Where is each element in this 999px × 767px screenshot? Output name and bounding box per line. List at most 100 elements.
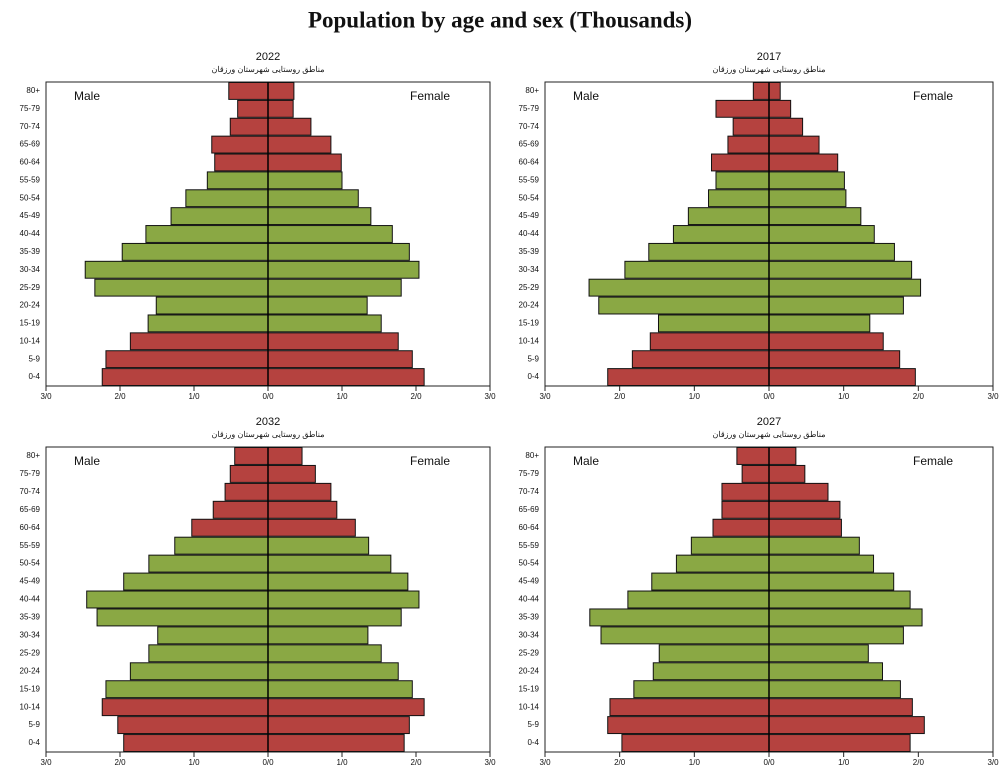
bar (624, 260, 770, 279)
x-tick-label: 0/0 (763, 392, 775, 401)
page-title: Population by age and sex (Thousands) (308, 7, 692, 32)
bar (117, 716, 269, 735)
bar (234, 447, 269, 465)
bar (267, 536, 370, 555)
y-tick-label: 0-4 (527, 738, 539, 747)
x-tick-label: 1/0 (188, 392, 200, 401)
bar (715, 171, 770, 190)
bar (157, 626, 269, 645)
y-tick-label: 55-59 (519, 541, 540, 550)
bar (768, 350, 901, 369)
y-tick-label: 45-49 (519, 211, 540, 220)
bar (768, 536, 860, 555)
y-tick-label: 0-4 (527, 372, 539, 381)
x-tick-label: 3/0 (484, 392, 496, 401)
bar (267, 626, 369, 645)
y-tick-label: 30-34 (20, 630, 41, 639)
bar (267, 554, 392, 573)
bar (267, 242, 410, 261)
y-tick-label: 35-39 (20, 613, 41, 622)
bar (211, 135, 269, 154)
y-tick-label: 70-74 (519, 487, 540, 496)
bar (768, 99, 792, 118)
bar (145, 225, 269, 243)
y-tick-label: 80+ (525, 451, 539, 460)
bar (174, 536, 269, 555)
bar (657, 314, 770, 333)
y-tick-label: 50-54 (20, 193, 41, 202)
y-tick-label: 75-79 (20, 104, 41, 113)
bar (741, 464, 770, 483)
bar (715, 99, 770, 118)
x-tick-label: 3/0 (539, 392, 551, 401)
y-tick-label: 35-39 (20, 247, 41, 256)
bar (84, 260, 269, 279)
y-tick-label: 35-39 (519, 247, 540, 256)
bar (267, 464, 316, 483)
panel-subtitle: مناطق روستایی شهرستان ورزقان (713, 430, 826, 439)
bar (123, 734, 269, 753)
bar (768, 716, 925, 735)
bar (752, 82, 770, 100)
bar (768, 734, 911, 753)
bar (267, 608, 402, 627)
bar (712, 518, 770, 537)
y-tick-label: 15-19 (519, 684, 540, 693)
bar (105, 350, 269, 369)
y-tick-label: 65-69 (519, 140, 540, 149)
y-tick-label: 25-29 (20, 648, 41, 657)
bar (768, 225, 875, 243)
y-tick-label: 40-44 (519, 595, 540, 604)
bar (129, 332, 269, 351)
bar (768, 500, 841, 519)
bar (768, 278, 922, 297)
bar (129, 662, 269, 681)
bar (607, 368, 770, 386)
bar (105, 680, 269, 699)
panel-title: 2032 (256, 416, 280, 428)
bar (721, 500, 770, 519)
y-tick-label: 75-79 (519, 469, 540, 478)
y-tick-label: 55-59 (20, 541, 41, 550)
y-tick-label: 15-19 (20, 319, 41, 328)
bar (736, 447, 770, 465)
bar (768, 82, 781, 100)
bar (768, 135, 820, 154)
bar (631, 350, 770, 369)
bar (267, 482, 332, 501)
y-tick-label: 50-54 (519, 559, 540, 568)
bar (651, 572, 770, 591)
bar (121, 242, 269, 261)
bar (267, 278, 402, 297)
y-tick-label: 0-4 (28, 738, 40, 747)
bar (589, 608, 770, 627)
bar (732, 117, 770, 136)
x-tick-label: 1/0 (336, 758, 348, 767)
bar (768, 482, 829, 501)
legend-male: Male (573, 454, 599, 468)
y-tick-label: 75-79 (20, 469, 41, 478)
y-tick-label: 50-54 (519, 193, 540, 202)
bar (267, 314, 382, 333)
panel-subtitle: مناطق روستایی شهرستان ورزقان (713, 65, 826, 74)
bar (768, 207, 862, 226)
bar (267, 82, 295, 100)
y-tick-label: 45-49 (519, 577, 540, 586)
x-tick-label: 3/0 (484, 758, 496, 767)
y-tick-label: 20-24 (20, 666, 41, 675)
bar (267, 225, 393, 243)
y-tick-label: 80+ (525, 86, 539, 95)
bar (690, 536, 770, 555)
bar (768, 626, 904, 645)
bar (627, 590, 770, 609)
legend-male: Male (74, 454, 100, 468)
bar (101, 698, 269, 717)
panel-subtitle: مناطق روستایی شهرستان ورزقان (212, 65, 325, 74)
bar (768, 644, 869, 663)
bar (267, 99, 294, 118)
y-tick-label: 60-64 (519, 523, 540, 532)
bar (768, 189, 847, 208)
bar (768, 117, 804, 136)
bar (768, 314, 871, 333)
y-tick-label: 65-69 (20, 140, 41, 149)
